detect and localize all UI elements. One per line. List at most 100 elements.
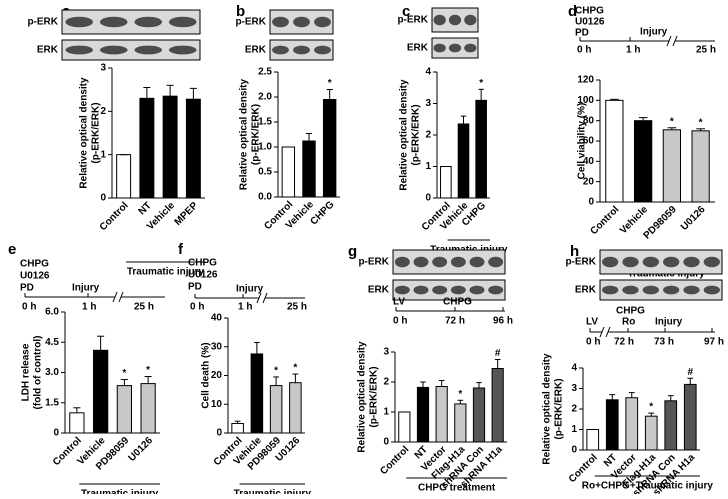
y-axis-label: (p-ERK/ERK)	[369, 366, 380, 427]
panel-letter: c	[402, 3, 410, 20]
blot-band	[65, 16, 94, 28]
group-label: Ro+CHPG+Traumatic injury	[582, 481, 714, 492]
blot-band	[469, 285, 485, 295]
panel-letter: f	[178, 241, 184, 258]
blot-band	[448, 43, 462, 53]
y-tick-label: 3	[571, 383, 577, 394]
y-tick-label: 1.5	[258, 117, 272, 128]
significance-mark: *	[328, 78, 332, 89]
x-tick-label: Control	[98, 200, 131, 233]
blot-label: ERK	[407, 43, 429, 54]
bar	[454, 403, 467, 443]
bar	[302, 140, 316, 198]
blot-band	[433, 14, 446, 26]
timeline-label: CHPG	[616, 306, 645, 317]
blot-band	[488, 285, 504, 295]
bar	[691, 130, 710, 203]
panel-letter: h	[570, 243, 579, 260]
blot-band	[65, 45, 94, 55]
bar	[250, 353, 264, 434]
timeline-label: Injury	[72, 283, 100, 294]
blot-band	[622, 285, 639, 295]
blot-label: ERK	[575, 285, 597, 296]
blot-label: ERK	[37, 45, 59, 56]
significance-mark: *	[458, 389, 462, 400]
timeline-label: 0 h	[586, 337, 600, 348]
bar	[140, 383, 156, 434]
blot-band	[432, 256, 448, 268]
blot-label: p-ERK	[235, 17, 266, 28]
timeline-label: 72 h	[445, 316, 465, 327]
blot-band	[464, 14, 477, 26]
timeline-break	[599, 326, 605, 338]
panel-letter: g	[348, 243, 357, 260]
y-tick-label: 20	[211, 370, 223, 381]
y-tick-label: 1	[100, 149, 106, 160]
y-tick-label: 0	[383, 437, 389, 448]
blot-band	[464, 43, 477, 53]
bar	[185, 98, 201, 199]
timeline-label: 72 h	[614, 337, 634, 348]
y-tick-label: 10	[211, 399, 223, 410]
timeline-label: CHPG	[575, 6, 604, 17]
significance-mark: *	[293, 363, 297, 374]
y-tick-label: 2	[383, 377, 389, 388]
timeline-label: 97 h	[704, 337, 724, 348]
timeline-label: 25 h	[134, 302, 154, 313]
y-tick-label: 4	[425, 67, 431, 78]
timeline-break-gap	[259, 296, 265, 300]
y-tick-label: 1.0	[258, 142, 272, 153]
blot-band	[272, 45, 289, 55]
bar	[69, 412, 85, 434]
blot-band	[602, 256, 619, 268]
y-tick-label: 6.0	[45, 307, 59, 318]
y-tick-label: 100	[577, 95, 594, 106]
group-label: Traumatic injury	[234, 489, 312, 494]
blot-band	[448, 14, 462, 26]
timeline-label: 0 h	[393, 316, 407, 327]
y-tick-label: 2	[571, 404, 577, 415]
y-tick-label: 0.5	[258, 167, 272, 178]
y-tick-label: 0.0	[258, 192, 272, 203]
blot-band	[703, 256, 720, 268]
bar	[162, 95, 178, 199]
timeline-label: 0 h	[190, 302, 204, 313]
blot-band	[683, 285, 700, 295]
bar	[289, 382, 302, 434]
timeline-break	[256, 292, 262, 304]
blot-band	[622, 256, 639, 268]
y-tick-label: 120	[577, 75, 594, 86]
bar	[116, 154, 132, 199]
timeline-label: 1 h	[82, 302, 96, 313]
y-tick-label: 3	[383, 347, 389, 358]
y-tick-label: 0	[53, 428, 59, 439]
y-tick-label: 3	[100, 63, 106, 74]
timeline-label: U0126	[20, 271, 50, 282]
y-tick-label: 80	[583, 115, 595, 126]
y-tick-label: 0	[100, 193, 106, 204]
timeline-label: 1 h	[238, 302, 252, 313]
y-axis-label: (p-ERK/ERK)	[554, 378, 565, 439]
bar	[625, 397, 639, 451]
blot-band	[272, 16, 289, 28]
blot-band	[314, 16, 331, 28]
x-tick-label: NT	[137, 200, 154, 217]
significance-mark: #	[495, 348, 501, 359]
group-label: Traumatic injury	[127, 267, 205, 278]
timeline-label: 73 h	[654, 337, 674, 348]
y-tick-label: 2.5	[258, 67, 272, 78]
timeline-break-gap	[669, 39, 675, 43]
timeline-label: LV	[586, 317, 598, 328]
blot-image	[392, 279, 506, 301]
timeline-label: 0 h	[577, 45, 591, 56]
y-tick-label: 30	[211, 341, 223, 352]
blot-image	[599, 249, 723, 275]
y-tick-label: 0	[425, 193, 431, 204]
bar	[586, 429, 600, 451]
timeline-label: 25 h	[287, 302, 307, 313]
timeline-break	[605, 326, 611, 338]
timeline-label: PD	[575, 28, 589, 39]
y-tick-label: 40	[211, 313, 223, 324]
y-tick-label: 0	[571, 445, 577, 456]
blot-band	[602, 285, 619, 295]
